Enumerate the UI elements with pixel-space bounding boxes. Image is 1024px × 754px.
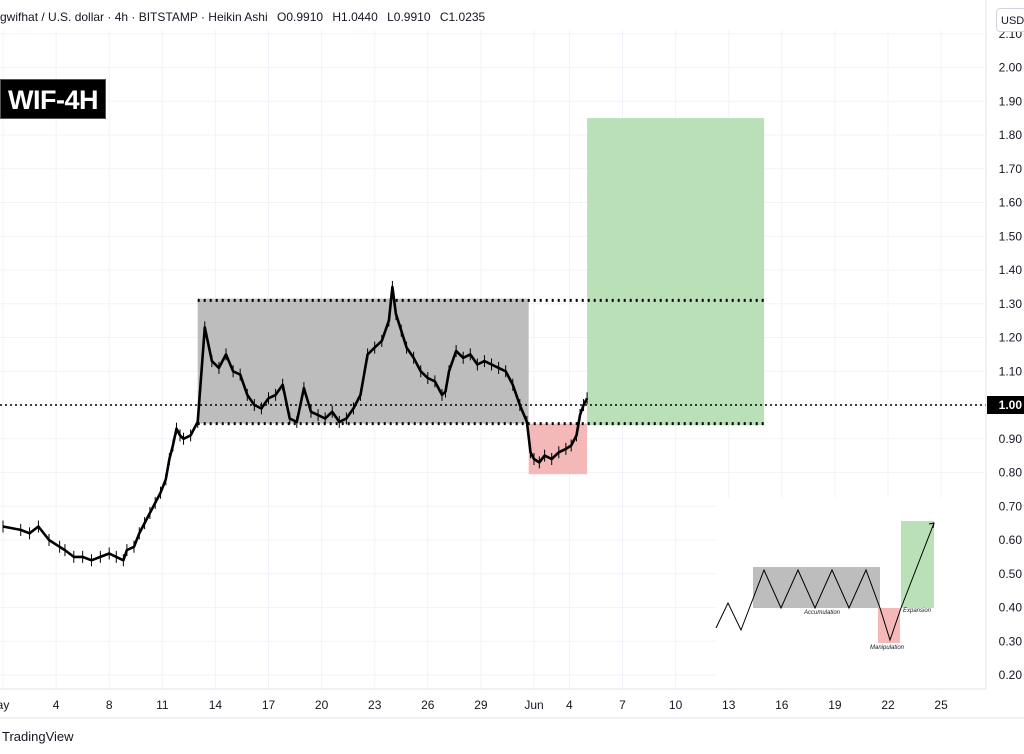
time-tick-label: 11	[156, 698, 169, 712]
price-tick-label: 0.40	[999, 601, 1023, 615]
time-tick-label: Jun	[524, 698, 543, 712]
time-tick-label: 20	[315, 698, 329, 712]
time-tick-label: 25	[934, 698, 948, 712]
inset-zigzag	[715, 522, 935, 642]
time-tick-label: 22	[881, 698, 895, 712]
dotted-levels	[0, 298, 986, 426]
inset-manipulation-box	[878, 608, 900, 643]
price-tick-label: 0.50	[999, 567, 1023, 581]
time-tick-label: ay	[0, 698, 9, 712]
symbol-badge: WIF-4H	[0, 79, 106, 119]
price-tick-label: 0.30	[999, 634, 1023, 648]
price-axis[interactable]: 2.102.001.901.801.701.601.501.401.301.20…	[985, 0, 1024, 689]
price-tick-label: 1.10	[999, 364, 1023, 378]
price-tick-label: 1.40	[999, 263, 1023, 277]
time-axis[interactable]: ay 4 8 11 14 17 20 23 26 29 Jun 4 7 10 13 16 19 22 25	[0, 688, 1024, 719]
expansion-zone	[587, 118, 765, 426]
time-tick-label: 10	[669, 698, 683, 712]
time-tick-label: 13	[722, 698, 736, 712]
time-tick-label: 26	[421, 698, 435, 712]
ohlc-close: C1.0235	[439, 10, 486, 24]
tradingview-logo[interactable]: TradingView	[2, 729, 74, 744]
price-tick-label: 0.60	[999, 533, 1023, 547]
symbol-info: gwifhat / U.S. dollar · 4h · BITSTAMP · …	[0, 10, 268, 24]
price-series	[2, 280, 589, 567]
time-tick-label: 7	[619, 698, 626, 712]
time-tick-label: 19	[828, 698, 842, 712]
inset-manipulation-label: Manipulation	[870, 645, 905, 651]
time-tick-label: 4	[566, 698, 573, 712]
price-tick-label: 0.20	[999, 668, 1023, 682]
time-tick-label: 23	[368, 698, 382, 712]
inset-accumulation-label: Accumulation	[803, 610, 841, 616]
accumulation-zone	[197, 298, 529, 424]
price-tick-label: 1.30	[999, 297, 1023, 311]
current-price-label: 1.00	[999, 398, 1023, 412]
price-tick-label: 2.00	[999, 61, 1023, 75]
price-tick-label: 1.20	[999, 331, 1023, 345]
price-tick-label: 1.80	[999, 128, 1023, 142]
time-tick-label: 4	[53, 698, 60, 712]
time-tick-label: 8	[106, 698, 113, 712]
inset-expansion-label: Expansion	[903, 608, 932, 614]
time-tick-label: 14	[209, 698, 223, 712]
ohlc-low: L0.9910	[387, 10, 431, 24]
time-tick-label: 17	[262, 698, 276, 712]
time-tick-label: 29	[474, 698, 488, 712]
price-tick-label: 0.70	[999, 499, 1023, 513]
price-tick-label: 0.80	[999, 466, 1023, 480]
ohlc-open: O0.9910	[277, 10, 324, 24]
price-tick-label: 1.70	[999, 162, 1023, 176]
ohlc-high: H1.0440	[332, 10, 378, 24]
time-tick-label: 16	[775, 698, 789, 712]
current-price-badge	[987, 396, 1024, 414]
price-line	[2, 285, 589, 562]
price-tick-label: 1.60	[999, 196, 1023, 210]
inset-accumulation-box	[753, 567, 880, 608]
amd-inset-diagram: Accumulation Manipulation Expansion	[715, 498, 986, 688]
price-tick-label: 1.90	[999, 94, 1023, 108]
inset-arrow-head	[928, 522, 935, 529]
symbol-header[interactable]: gwifhat / U.S. dollar · 4h · BITSTAMP · …	[0, 10, 491, 24]
zone-layer	[197, 118, 765, 475]
currency-button[interactable]: USD	[996, 8, 1024, 32]
price-tick-label: 0.90	[999, 432, 1023, 446]
price-tick-label: 1.50	[999, 229, 1023, 243]
